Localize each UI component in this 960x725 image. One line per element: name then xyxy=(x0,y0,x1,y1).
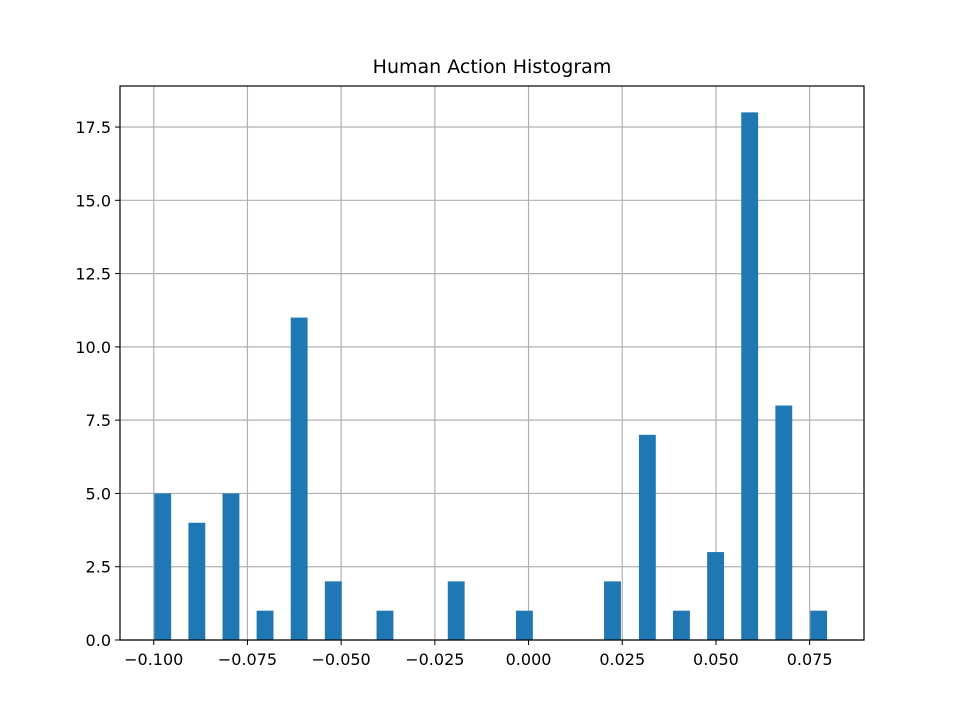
x-tick-label: −0.100 xyxy=(124,650,183,669)
histogram-bar xyxy=(673,610,690,640)
x-tick-label: −0.050 xyxy=(312,650,371,669)
histogram-bar xyxy=(256,610,274,640)
histogram-bar xyxy=(376,610,394,640)
histogram-bar xyxy=(290,317,308,640)
ticks: −0.100 −0.075 −0.050 −0.025 0.000 0.025 0.050 0… xyxy=(75,118,832,669)
histogram-bar xyxy=(447,581,465,640)
histogram-bar xyxy=(222,493,240,640)
histogram-bar xyxy=(515,610,533,640)
y-tick-label: 10.0 xyxy=(75,338,111,357)
histogram-bar xyxy=(604,581,621,640)
y-tick-label: 17.5 xyxy=(75,118,111,137)
y-tick-label: 15.0 xyxy=(75,191,111,210)
y-tick-label: 5.0 xyxy=(86,484,111,503)
y-tick-label: 2.5 xyxy=(86,558,111,577)
y-tick-label: 7.5 xyxy=(86,411,111,430)
bars xyxy=(154,112,828,640)
histogram-bar xyxy=(775,405,793,640)
histogram-bar xyxy=(741,112,759,640)
histogram-bar xyxy=(154,493,172,640)
x-tick-label: 0.000 xyxy=(506,650,552,669)
x-tick-label: 0.025 xyxy=(599,650,645,669)
x-tick-label: 0.050 xyxy=(693,650,739,669)
histogram-bar xyxy=(638,434,656,640)
histogram-bar xyxy=(707,552,725,640)
y-tick-label: 0.0 xyxy=(86,631,111,650)
histogram-bar xyxy=(324,581,342,640)
x-tick-label: −0.025 xyxy=(405,650,464,669)
histogram-bar xyxy=(188,522,206,640)
x-tick-label: 0.075 xyxy=(787,650,833,669)
y-tick-label: 12.5 xyxy=(75,265,111,284)
histogram-bar xyxy=(810,610,828,640)
axes-frame xyxy=(119,85,865,641)
chart-title: Human Action Histogram xyxy=(373,56,612,78)
x-tick-label: −0.075 xyxy=(218,650,277,669)
